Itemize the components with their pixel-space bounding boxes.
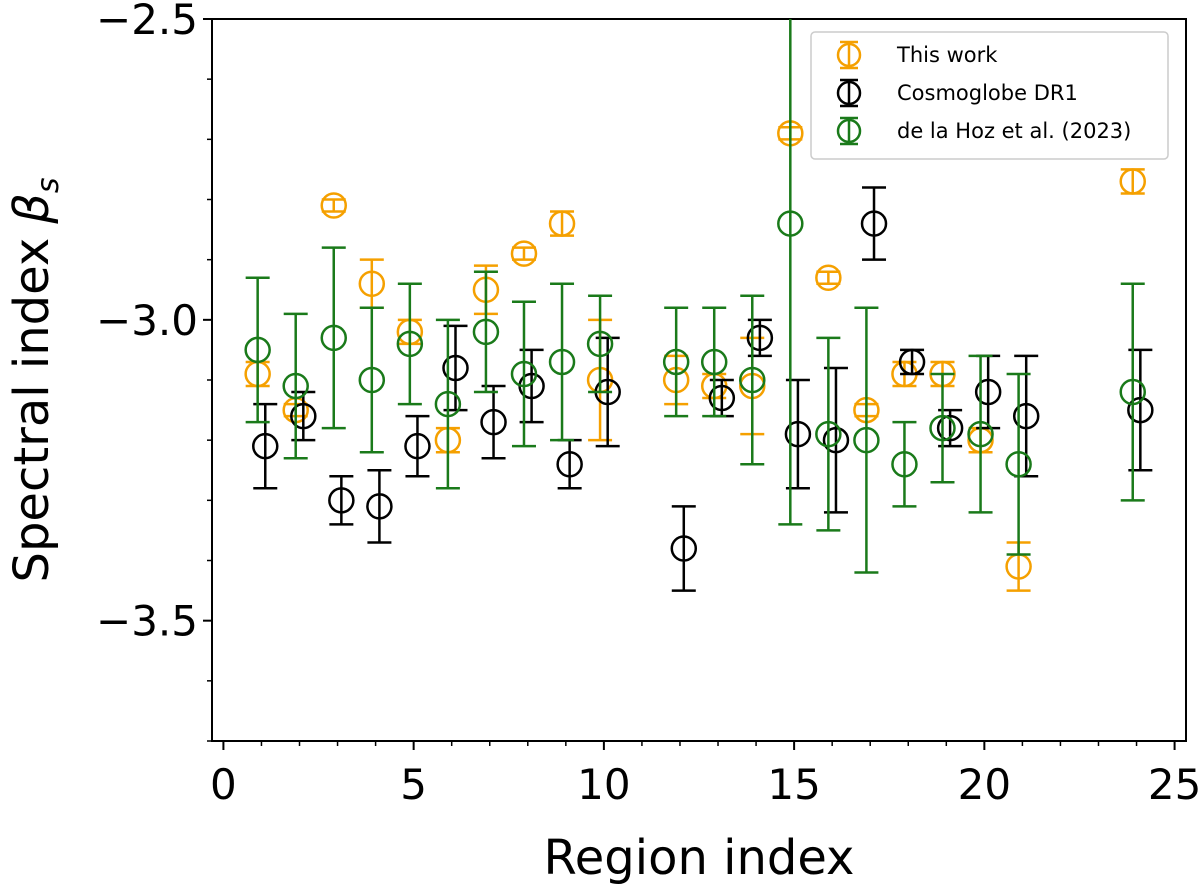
data-point [898, 348, 926, 376]
data-marks [244, 19, 1154, 592]
x-axis-label: Region index [544, 830, 855, 886]
data-point [472, 318, 500, 346]
data-point [366, 493, 393, 520]
data-point [396, 330, 424, 358]
data-point [320, 192, 347, 219]
y-tick-label: −2.5 [96, 0, 198, 44]
data-point [670, 535, 698, 562]
data-point [739, 366, 766, 394]
data-point [244, 336, 271, 364]
data-point [548, 348, 576, 376]
data-point [290, 402, 317, 430]
data-point [328, 487, 355, 514]
x-tick-label: 20 [958, 760, 1011, 809]
axis-ticks: 0 5 10 15 20 25 −2.5 −3.0 −3.5 [96, 0, 1200, 809]
data-point [548, 210, 576, 237]
y-tick-label: −3.5 [96, 597, 198, 646]
data-point [434, 390, 462, 418]
data-point [662, 348, 690, 376]
data-point [252, 432, 279, 460]
data-point [967, 420, 994, 448]
data-point [815, 264, 842, 291]
legend-marker-circle [836, 42, 862, 68]
data-point [1127, 396, 1154, 424]
data-point [358, 270, 386, 297]
data-point [404, 432, 431, 460]
y-axis-label-subscript: s [31, 177, 66, 193]
data-point [815, 420, 842, 448]
legend-frame [810, 31, 1169, 160]
x-tick-label: 10 [577, 760, 630, 809]
x-tick-label: 15 [767, 760, 820, 809]
data-point [1012, 402, 1040, 430]
data-point [556, 450, 583, 478]
data-point [853, 426, 880, 454]
legend-marker-circle [836, 80, 862, 106]
data-point [442, 354, 469, 382]
data-point [891, 450, 918, 478]
data-point [480, 408, 507, 436]
data-point [929, 414, 956, 442]
data-point [936, 414, 964, 442]
data-point [700, 348, 728, 376]
data-point [586, 330, 614, 358]
legend-label: This work [896, 43, 998, 67]
data-point [708, 384, 736, 412]
legend-label: Cosmoglobe DR1 [897, 81, 1078, 105]
y-axis-label-symbol: β [4, 193, 60, 225]
data-point [1119, 378, 1146, 406]
legend-label: de la Hoz et al. (2023) [897, 119, 1131, 143]
data-point [510, 240, 538, 267]
x-tick-label: 5 [400, 760, 427, 809]
x-tick-label: 25 [1148, 760, 1200, 809]
data-point [282, 372, 309, 400]
y-axis-label: Spectral index βs [4, 177, 66, 582]
series-2 [244, 19, 1146, 574]
data-point [974, 378, 1002, 406]
data-point [1005, 450, 1032, 478]
legend-marker-circle [836, 118, 862, 144]
data-point [746, 324, 774, 352]
data-point [777, 210, 804, 237]
data-point [860, 210, 888, 237]
data-point [510, 360, 538, 388]
data-point [784, 420, 812, 448]
y-axis-label-text: Spectral index [4, 238, 60, 583]
data-point [320, 324, 347, 352]
data-point [1119, 168, 1146, 195]
data-point [358, 366, 386, 394]
y-tick-label: −3.0 [96, 296, 198, 345]
data-point [822, 426, 850, 454]
legend: This work Cosmoglobe DR1 de la Hoz et al. … [810, 31, 1169, 160]
x-tick-label: 0 [210, 760, 237, 809]
